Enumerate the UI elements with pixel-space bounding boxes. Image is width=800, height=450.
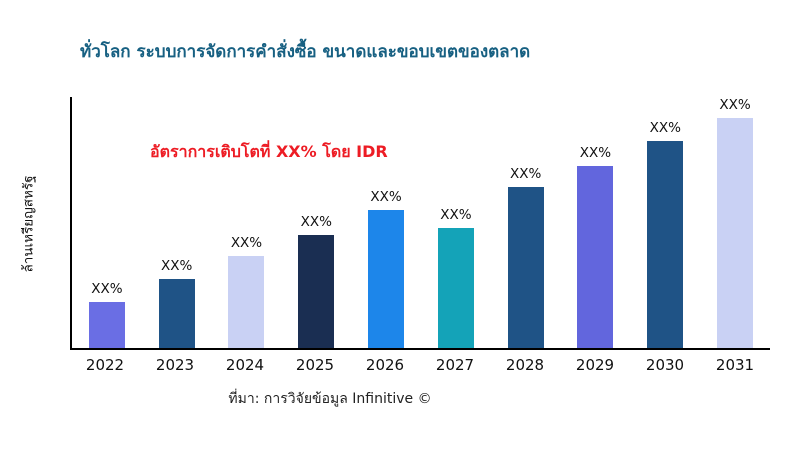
bar-value-label: XX% [579,145,612,162]
plot-area: XX% XX% XX% XX% XX% XX% XX% XX% XX% XX% [70,97,770,350]
bar-value-label: XX% [510,166,542,182]
x-tick-label-2027: 2027 [435,356,475,374]
bar-value-label: XX% [91,281,123,297]
bar-2023 [158,279,195,348]
x-tick-label-2022: 2022 [85,356,125,374]
y-axis-label-wrap: ล้านเหรียญสหรัฐ [8,97,48,350]
bar-group-2028: XX% [495,166,557,348]
bar-group-2027: XX% [425,207,487,348]
bar-group-2025: XX% [285,214,347,348]
growth-annotation: อัตราการเติบโตที่ XX% โดย IDR [150,142,388,161]
bar-group-2031: XX% [704,97,766,348]
bar-value-label: XX% [300,214,332,231]
x-tick-label-2030: 2030 [645,356,685,374]
bar-group-2026: XX% [355,189,417,348]
bar-2030 [647,141,684,348]
bar-value-label: XX% [161,258,193,274]
x-tick-label-2023: 2023 [155,356,195,374]
x-tick-label-2025: 2025 [295,356,335,374]
x-axis-labels: 2022 2023 2024 2025 2026 2027 2028 2029 2030 2031 [70,356,770,374]
bar-value-label: XX% [719,97,751,113]
source-text: ที่มา: การวิจัยข้อมูล Infinitive © [228,391,432,407]
bar-2025 [298,235,335,348]
x-tick-label-2024: 2024 [225,356,265,374]
bar-group-2022: XX% [76,281,138,348]
bar-value-label: XX% [370,189,402,205]
bar-value-label: XX% [230,235,263,251]
x-tick-label-2029: 2029 [575,356,615,374]
y-axis-label: ล้านเหรียญสหรัฐ [21,174,38,273]
bar-2029 [577,166,614,348]
bar-group-2024: XX% [215,235,277,348]
bar-2024 [228,256,265,348]
bar-value-label: XX% [440,207,472,224]
bar-2028 [507,187,544,348]
bar-group-2023: XX% [146,258,208,348]
bar-value-label: XX% [649,120,681,136]
bar-group-2029: XX% [564,145,626,348]
bar-2026 [368,210,405,348]
x-tick-label-2031: 2031 [715,356,755,374]
bar-2027 [437,228,474,348]
bar-2031 [717,118,754,348]
chart-title: ทั่วโลก ระบบการจัดการคำสั่งซื้อ ขนาดและข… [80,42,531,62]
bar-group-2030: XX% [634,120,696,348]
x-tick-label-2028: 2028 [505,356,545,374]
x-tick-label-2026: 2026 [365,356,405,374]
bar-2022 [88,302,125,348]
